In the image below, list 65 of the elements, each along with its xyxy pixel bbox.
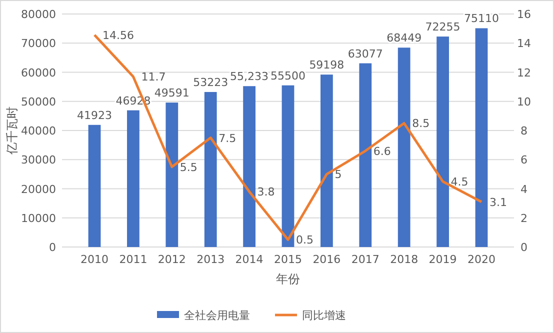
data-label: 7.5 <box>218 132 236 145</box>
data-label: 3.8 <box>257 186 275 199</box>
y-tick-label: 80000 <box>21 8 56 21</box>
data-label: 55500 <box>270 69 306 82</box>
y2-tick-label: 12 <box>517 66 531 80</box>
legend-label: 全社会用电量 <box>184 309 250 322</box>
data-label: 59198 <box>309 58 344 72</box>
bar <box>282 85 294 247</box>
x-tick-label: 2019 <box>428 253 457 266</box>
y-tick-label: 0 <box>49 241 56 254</box>
data-label: 41923 <box>77 108 112 122</box>
bar <box>243 86 256 247</box>
data-label: 14.56 <box>102 28 134 42</box>
y2-tick-label: 8 <box>520 124 528 138</box>
data-label: 5.5 <box>180 160 198 174</box>
y-tick-label: 10000 <box>21 212 56 225</box>
bar <box>127 110 140 247</box>
data-label: 6.6 <box>373 144 391 158</box>
y-axis-title: 亿千瓦时 <box>5 106 19 156</box>
bar <box>204 92 217 247</box>
x-tick-label: 2014 <box>235 253 264 266</box>
x-tick-label: 2010 <box>80 253 109 266</box>
data-label: 49591 <box>154 86 190 100</box>
y-tick-label: 40000 <box>21 124 56 138</box>
bar <box>475 28 488 247</box>
bar <box>320 74 333 247</box>
y-tick-label: 50000 <box>21 95 56 108</box>
data-label: 75110 <box>464 12 499 26</box>
y-tick-label: 60000 <box>21 66 56 80</box>
data-label: 0.5 <box>296 234 314 247</box>
y2-tick-label: 2 <box>520 212 528 225</box>
data-label: 3.1 <box>489 196 507 209</box>
y-tick-label: 30000 <box>21 154 56 167</box>
y-tick-label: 70000 <box>21 37 56 50</box>
bar <box>88 124 101 247</box>
data-label: 55,233 <box>230 70 269 84</box>
bar <box>166 102 178 247</box>
y2-tick-label: 14 <box>517 37 531 50</box>
bar <box>359 63 372 247</box>
x-tick-label: 2011 <box>119 253 148 266</box>
y2-tick-label: 0 <box>520 241 528 254</box>
data-label: 5 <box>334 168 342 182</box>
data-label: 72255 <box>425 20 460 34</box>
x-tick-label: 2016 <box>312 253 341 266</box>
x-tick-label: 2020 <box>467 253 496 266</box>
x-tick-label: 2018 <box>390 253 418 266</box>
y2-tick-label: 4 <box>520 182 528 196</box>
y2-tick-label: 10 <box>517 95 531 108</box>
bar <box>398 48 410 247</box>
y-tick-label: 20000 <box>21 182 56 196</box>
y2-tick-label: 16 <box>517 8 531 21</box>
y2-tick-label: 6 <box>520 154 528 167</box>
bar <box>436 36 449 247</box>
x-tick-label: 2012 <box>158 253 186 266</box>
data-label: 63077 <box>348 47 383 60</box>
x-axis-title: 年份 <box>276 272 300 286</box>
x-tick-label: 2013 <box>196 253 225 266</box>
data-label: 11.7 <box>141 70 166 84</box>
data-label: 53223 <box>193 76 228 89</box>
data-label: 4.5 <box>450 175 468 188</box>
legend-label: 同比增速 <box>302 309 346 322</box>
x-tick-label: 2017 <box>351 253 380 266</box>
x-tick-label: 2015 <box>274 253 302 266</box>
data-label: 8.5 <box>412 117 430 130</box>
data-label: 68449 <box>386 32 422 45</box>
